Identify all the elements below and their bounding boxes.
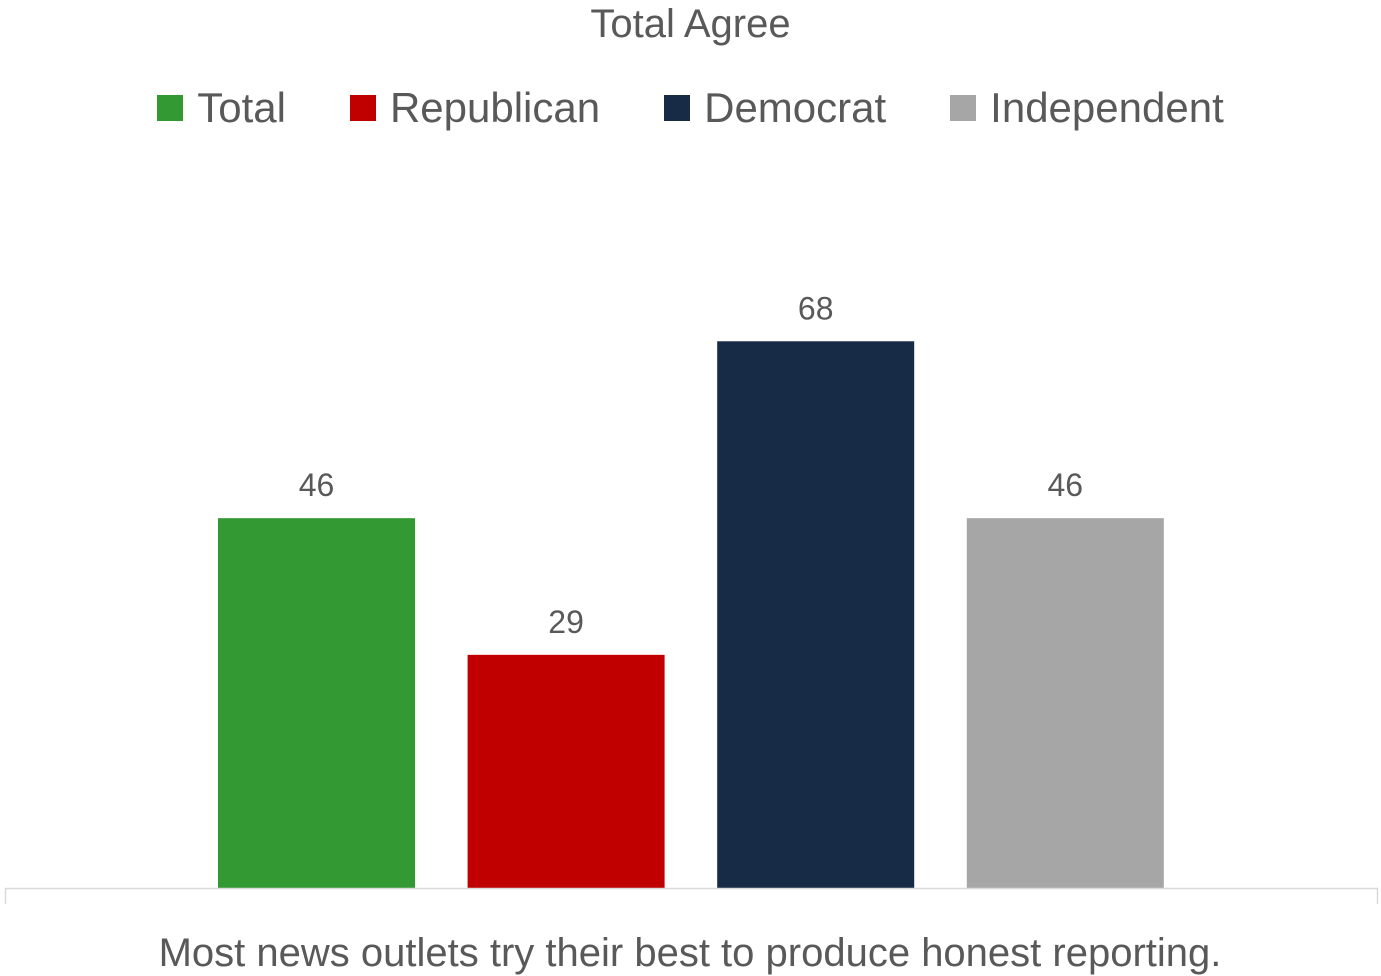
legend-item-republican: Republican bbox=[349, 82, 601, 134]
data-label-democrat: 68 bbox=[798, 290, 834, 326]
bar-total bbox=[218, 518, 415, 888]
bar-republican bbox=[467, 654, 665, 888]
category-label: Most news outlets try their best to prod… bbox=[159, 931, 1222, 975]
legend-label-total: Total bbox=[197, 84, 286, 131]
legend-swatch-independent bbox=[950, 95, 977, 121]
legend-label-republican: Republican bbox=[389, 84, 601, 131]
legend-swatch-democrat bbox=[664, 95, 691, 121]
chart-title: Total Agree bbox=[590, 2, 791, 46]
data-label-total: 46 bbox=[299, 467, 335, 503]
legend-item-independent: Independent bbox=[950, 82, 1224, 134]
legend-item-democrat: Democrat bbox=[664, 82, 886, 134]
bar-independent bbox=[966, 518, 1164, 888]
legend-label-independent: Independent bbox=[990, 84, 1224, 131]
data-label-republican: 29 bbox=[548, 604, 584, 640]
bar-democrat bbox=[717, 341, 915, 888]
legend-swatch-total bbox=[157, 95, 184, 121]
chart-legend: Total Republican Democrat Independent bbox=[0, 82, 1381, 134]
legend-item-total: Total bbox=[157, 82, 286, 134]
legend-label-democrat: Democrat bbox=[704, 84, 887, 131]
data-label-independent: 46 bbox=[1048, 467, 1084, 503]
legend-swatch-republican bbox=[349, 95, 376, 121]
